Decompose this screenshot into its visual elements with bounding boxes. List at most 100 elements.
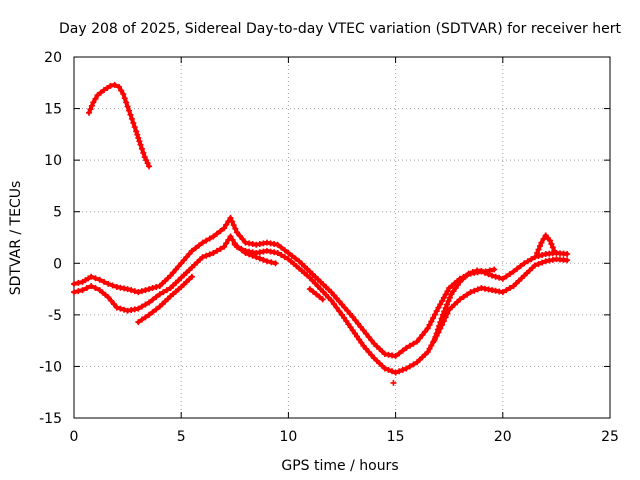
data-point <box>175 263 182 270</box>
data-point <box>385 366 392 373</box>
y-tick-label: 20 <box>44 50 62 66</box>
data-point <box>156 291 163 298</box>
data-point <box>170 269 177 276</box>
data-point <box>213 247 220 254</box>
data-point <box>101 278 108 285</box>
data-point <box>263 258 270 265</box>
data-point <box>445 298 452 305</box>
data-point <box>121 95 128 102</box>
data-point <box>536 243 543 250</box>
data-point <box>419 331 426 338</box>
data-point <box>153 284 160 291</box>
data-point <box>355 320 362 327</box>
data-point <box>506 270 513 277</box>
data-point <box>363 330 370 337</box>
data-point <box>368 352 375 359</box>
data-point <box>253 254 260 261</box>
plot-frame <box>73 56 611 419</box>
data-point <box>141 154 148 161</box>
data-point <box>396 350 403 357</box>
data-point <box>134 131 141 138</box>
data-point <box>138 288 145 295</box>
data-point <box>489 272 496 279</box>
data-point <box>467 289 474 296</box>
data-point <box>111 301 118 308</box>
data-point <box>431 337 438 344</box>
data-point <box>135 289 142 296</box>
data-point <box>517 263 524 270</box>
data-point <box>229 236 236 243</box>
data-point <box>138 145 145 152</box>
data-point <box>278 252 285 259</box>
data-point <box>564 257 571 264</box>
data-point <box>108 297 115 304</box>
data-point <box>396 368 403 375</box>
data-point <box>131 124 138 131</box>
data-point <box>107 82 114 89</box>
data-point <box>192 245 199 252</box>
data-point <box>213 230 220 237</box>
data-point <box>426 345 433 352</box>
data-point <box>444 301 451 308</box>
data-point <box>410 340 417 347</box>
data-point <box>138 316 145 323</box>
x-tick-label: 5 <box>177 429 186 445</box>
series-arc-afternoon <box>306 286 326 303</box>
data-point <box>343 318 350 325</box>
data-point <box>135 305 142 312</box>
data-point <box>439 298 446 305</box>
data-point <box>199 239 206 246</box>
data-point <box>360 327 367 334</box>
data-point <box>416 335 423 342</box>
data-point <box>333 295 340 302</box>
data-point <box>540 236 547 243</box>
data-point <box>403 344 410 351</box>
data-point <box>365 348 372 355</box>
data-point <box>113 304 120 311</box>
data-point <box>79 287 86 294</box>
data-point <box>131 288 138 295</box>
data-point <box>278 244 285 251</box>
data-point <box>130 120 137 127</box>
data-point <box>442 291 449 298</box>
data-point <box>406 342 413 349</box>
data-point <box>136 138 143 145</box>
data-point <box>428 318 435 325</box>
data-point <box>341 314 348 321</box>
data-point <box>454 281 461 288</box>
data-point <box>548 241 555 248</box>
data-point <box>223 221 230 228</box>
data-point <box>71 289 77 296</box>
data-point <box>535 260 542 267</box>
data-point <box>143 157 150 164</box>
data-point <box>221 225 228 232</box>
data-point <box>399 347 406 354</box>
data-point <box>433 330 440 337</box>
data-point <box>75 279 82 286</box>
data-point <box>365 334 372 341</box>
data-point <box>352 317 359 324</box>
data-point <box>92 275 99 282</box>
data-point <box>126 107 133 114</box>
data-point <box>521 260 528 267</box>
data-point <box>424 348 431 355</box>
data-point <box>142 301 149 308</box>
data-point <box>510 268 517 275</box>
data-point <box>118 87 125 94</box>
data-point <box>492 273 499 280</box>
data-point <box>491 266 498 273</box>
data-point <box>140 149 147 156</box>
data-point <box>292 255 299 262</box>
data-point <box>465 270 472 277</box>
y-tick-label: -5 <box>48 308 62 324</box>
data-point <box>434 326 441 333</box>
data-point <box>344 307 351 314</box>
data-point <box>428 342 435 349</box>
data-point <box>506 285 513 292</box>
data-point <box>336 308 343 315</box>
data-point <box>356 336 363 343</box>
data-point <box>347 310 354 317</box>
data-point <box>274 241 281 248</box>
data-point <box>138 303 145 310</box>
